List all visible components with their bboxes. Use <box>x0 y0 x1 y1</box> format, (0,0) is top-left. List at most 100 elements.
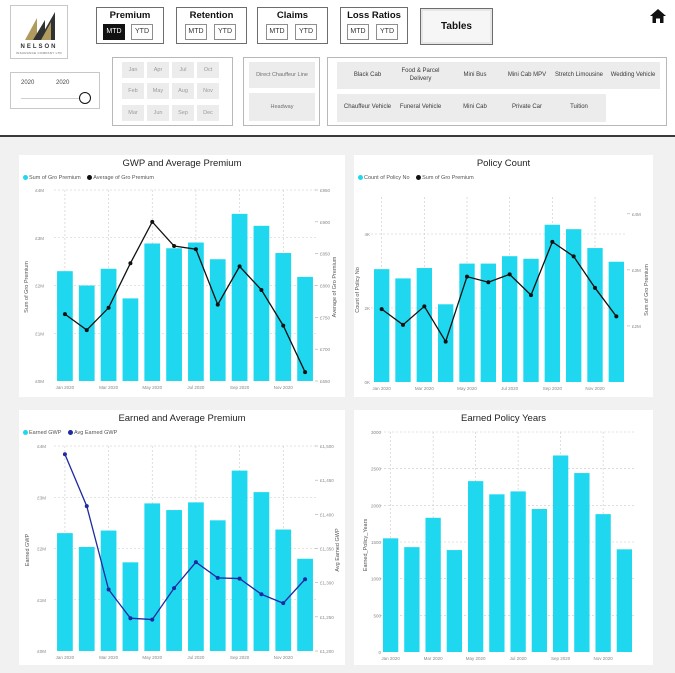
vehicle-tile[interactable]: Stretch Limousine <box>552 62 606 89</box>
line-point <box>84 328 89 333</box>
y-tick-label: 2000 <box>371 503 382 508</box>
home-icon[interactable] <box>649 8 667 24</box>
bar <box>188 502 204 651</box>
vehicle-tile[interactable]: Funeral Vehicle <box>391 94 450 122</box>
bar <box>253 225 270 381</box>
month-tile[interactable]: Mar <box>122 105 144 121</box>
retention-ytd-button[interactable]: YTD <box>214 24 236 40</box>
channel-tile-headway[interactable]: Headway <box>249 93 315 121</box>
bar <box>253 492 270 651</box>
loss-ratios-mtd-button[interactable]: MTD <box>347 24 369 40</box>
line-point <box>550 239 555 244</box>
chart-title: Earned Policy Years <box>460 413 547 424</box>
line-point <box>150 617 155 622</box>
y-tick-label: 1000 <box>371 577 382 582</box>
vehicle-tile[interactable]: Tuition <box>552 94 606 122</box>
legend-item[interactable]: Earned GWP <box>23 430 61 436</box>
line-point <box>422 304 427 309</box>
legend-item[interactable]: Avg Earned GWP <box>67 430 117 436</box>
loss-ratios-toggle-group: Loss Ratios MTD YTD <box>340 7 408 44</box>
y2-tick-label: £900 <box>320 220 331 225</box>
vehicle-tile[interactable]: Mini Cab MPV <box>499 62 555 89</box>
legend-label: Earned GWP <box>29 430 62 436</box>
line-point <box>571 254 576 259</box>
y-axis-title: Count of Policy No <box>355 267 361 313</box>
vehicle-tile[interactable]: Wedding Vehicle <box>606 62 660 89</box>
claims-ytd-button[interactable]: YTD <box>295 24 317 40</box>
x-tick-label: May 2020 <box>466 656 486 661</box>
month-tile[interactable]: Sep <box>172 105 194 121</box>
bar <box>523 258 539 382</box>
month-tile[interactable]: Jan <box>122 62 144 78</box>
bar <box>231 213 248 381</box>
month-tile[interactable]: Apr <box>147 62 169 78</box>
y-tick-label: 0 <box>378 650 381 655</box>
date-range-slicer: 2020 2020 <box>10 72 100 109</box>
tables-button[interactable]: Tables <box>420 8 493 45</box>
chart-legend: Count of Policy No Sum of Gro Premium <box>358 175 479 181</box>
bar <box>425 517 441 652</box>
x-tick-label: Jul 2020 <box>510 656 528 661</box>
month-tile[interactable]: Nov <box>197 83 219 99</box>
premium-mtd-button[interactable]: MTD <box>103 24 125 40</box>
bar <box>57 271 73 381</box>
x-tick-label: Sep 2020 <box>230 385 250 390</box>
y2-tick-label: £700 <box>320 347 331 352</box>
x-tick-label: Sep 2020 <box>543 386 563 391</box>
logo-subtitle: INSURANCE COMPANY LTD <box>16 51 62 55</box>
month-tile[interactable]: Jul <box>172 62 194 78</box>
channel-tile-direct-chauffeur-line[interactable]: Direct Chauffeur Line <box>249 62 315 88</box>
line-point <box>303 577 308 582</box>
x-tick-label: Mar 2020 <box>99 385 119 390</box>
y-tick-label: 1500 <box>371 540 382 545</box>
vehicle-tile[interactable]: Black Cab <box>337 62 398 89</box>
vehicle-tile[interactable]: Food & Parcel Delivery <box>391 62 450 89</box>
claims-mtd-button[interactable]: MTD <box>266 24 288 40</box>
bar <box>565 229 582 382</box>
line-point <box>237 576 242 581</box>
bar <box>480 263 497 382</box>
line-point <box>84 504 89 509</box>
y2-tick-label: £1,500 <box>320 444 334 449</box>
month-tile[interactable]: Aug <box>172 83 194 99</box>
date-slider-track[interactable] <box>21 98 87 99</box>
month-tile[interactable]: Feb <box>122 83 144 99</box>
y2-tick-label: £4M <box>632 212 641 217</box>
retention-mtd-button[interactable]: MTD <box>185 24 207 40</box>
legend-item[interactable]: Sum of Gro Premium <box>416 175 474 181</box>
x-tick-label: Jan 2020 <box>56 385 75 390</box>
vehicle-tile[interactable]: Mini Cab <box>445 94 505 122</box>
line-point <box>465 274 469 279</box>
legend-item[interactable]: Count of Policy No <box>358 175 410 181</box>
bar <box>501 256 518 382</box>
legend-item[interactable]: Average of Gro Premium <box>87 175 154 181</box>
month-tile[interactable]: Oct <box>197 62 219 78</box>
y2-tick-label: £800 <box>320 284 331 289</box>
line-point <box>281 601 286 606</box>
y-tick-label: 2500 <box>371 467 382 472</box>
vehicle-tile[interactable]: Private Car <box>499 94 555 122</box>
month-tile[interactable]: May <box>147 83 169 99</box>
vehicle-tile[interactable]: Chauffeur Vehicle <box>337 94 398 122</box>
y2-tick-label: £750 <box>320 315 331 320</box>
date-slider-handle[interactable] <box>79 92 91 104</box>
month-tile[interactable]: Dec <box>197 105 219 121</box>
logo-wordmark: NELSON <box>20 44 58 50</box>
premium-ytd-button[interactable]: YTD <box>131 24 153 40</box>
bar <box>78 285 95 381</box>
loss-ratios-ytd-button[interactable]: YTD <box>376 24 398 40</box>
line-point <box>614 314 619 319</box>
chart-title: Policy Count <box>476 158 531 169</box>
vehicle-tile[interactable]: Mini Bus <box>445 62 505 89</box>
bar <box>531 509 548 652</box>
legend-item[interactable]: Sum of Gro Premium <box>23 175 81 181</box>
y-tick-label: 0K <box>364 380 370 385</box>
chart-title: Earned and Average Premium <box>118 413 246 424</box>
y-tick-label: 4K <box>364 232 370 237</box>
date-end-label: 2020 <box>56 80 70 86</box>
claims-toggle-label: Claims <box>276 10 309 21</box>
month-tile[interactable]: Jun <box>147 105 169 121</box>
line-point <box>593 285 597 290</box>
y-tick-label: 500 <box>373 613 381 618</box>
earned-policy-years-chart: Earned Policy Years Earned_Policy_Years … <box>354 410 653 665</box>
